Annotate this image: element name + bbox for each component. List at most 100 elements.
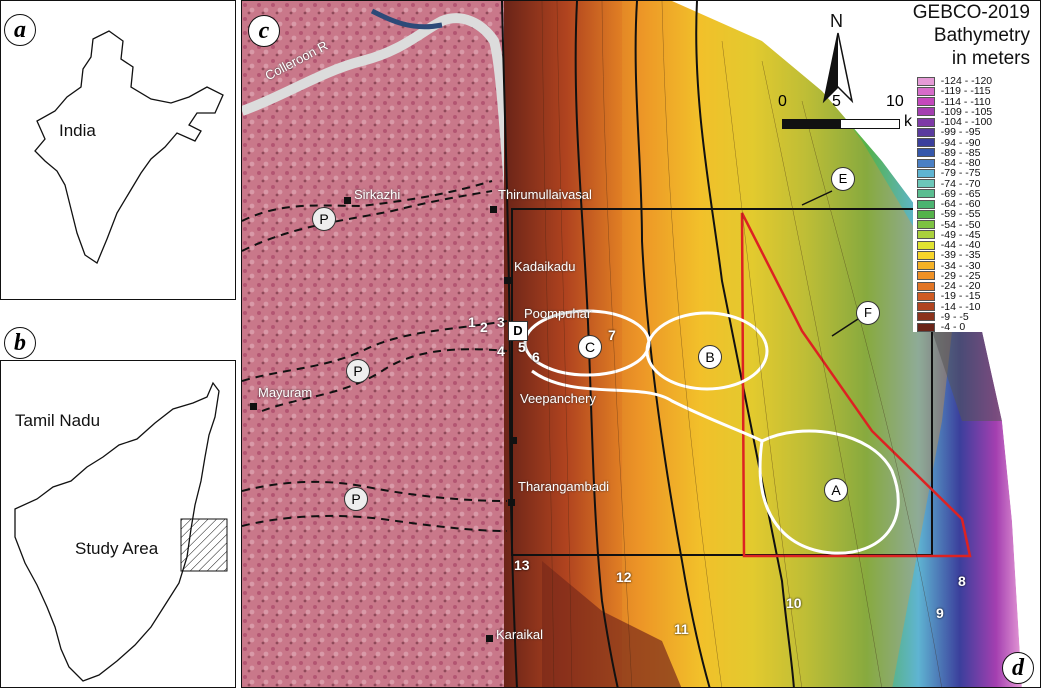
- legend-label: -124 - -120: [940, 75, 993, 88]
- legend-label: -84 - -80: [940, 157, 981, 170]
- panel-letter-d: d: [1002, 652, 1034, 684]
- legend-label: -104 - -100: [940, 116, 993, 129]
- town-sirkazhi: [344, 197, 351, 204]
- paleochannel-marker: P: [346, 359, 370, 383]
- legend-swatch: [916, 107, 935, 117]
- study-area-label: Study Area: [75, 539, 159, 558]
- paleochannel-marker: P: [312, 207, 336, 231]
- zone-label-c: C: [578, 335, 602, 359]
- river-water: [370, 8, 443, 30]
- legend-swatch: [916, 250, 935, 260]
- site-number: 8: [958, 573, 966, 589]
- legend-label: -59 - -55: [940, 208, 981, 221]
- town-label: Thirumullaivasal: [498, 187, 592, 202]
- legend-label: -24 - -20: [940, 280, 981, 293]
- legend-row: -79 - -75: [916, 167, 1034, 180]
- site-number: 9: [936, 605, 944, 621]
- tamil-nadu-outline: [14, 381, 228, 682]
- legend-label: -34 - -30: [940, 259, 981, 272]
- legend-rows: -124 - -120 -119 - -115 -114 - -110 -109 - …: [913, 76, 1034, 332]
- legend-swatch: [916, 117, 935, 127]
- legend-row: -49 - -45: [916, 228, 1034, 241]
- india-label: India: [59, 121, 96, 140]
- legend-swatch: [916, 76, 935, 86]
- legend: GEBCO-2019 Bathymetry in meters -124 - -…: [912, 1, 1034, 332]
- legend-row: -69 - -65: [916, 189, 1034, 199]
- tamil-nadu-label: Tamil Nadu: [15, 411, 101, 430]
- town-label: Tharangambadi: [518, 479, 610, 494]
- town-mayuram: [250, 403, 257, 410]
- zone-label-d: D: [508, 321, 528, 341]
- legend-label: -79 - -75: [940, 167, 981, 180]
- inset-india: India: [0, 0, 236, 300]
- legend-row: -59 - -55: [916, 208, 1034, 221]
- legend-label: -94 - -90: [940, 136, 981, 149]
- legend-swatch: [916, 312, 935, 322]
- legend-label: -39 - -35: [940, 249, 981, 262]
- inset-tamil-nadu: Tamil Nadu Study Area: [0, 360, 236, 688]
- zone-label-b: B: [698, 345, 722, 369]
- town-label: Sirkazhi: [354, 187, 401, 202]
- site-number: 5: [518, 339, 526, 355]
- site-number: 13: [514, 557, 530, 573]
- india-outline: [34, 30, 224, 264]
- zone-b-outline: [645, 311, 769, 391]
- legend-row: -94 - -90: [916, 136, 1034, 149]
- legend-label: -119 - -115: [940, 85, 991, 98]
- legend-label: -44 - -40: [940, 239, 981, 252]
- legend-swatch: [916, 220, 935, 230]
- site-number: 2: [480, 319, 488, 335]
- town-karaikal: [486, 635, 493, 642]
- legend-label: -114 - -110: [940, 95, 991, 108]
- legend-swatch: [916, 322, 935, 332]
- legend-swatch: [916, 127, 935, 137]
- legend-row: -54 - -50: [916, 219, 1034, 230]
- site-number: 4: [497, 343, 505, 359]
- legend-swatch: [916, 209, 935, 219]
- legend-swatch: [916, 230, 935, 240]
- town-thirumullaivasal: [490, 206, 497, 213]
- zone-f-polygon: [740, 212, 972, 558]
- legend-row: -29 - -25: [916, 269, 1034, 282]
- legend-row: -124 - -120: [916, 75, 1034, 88]
- legend-row: -104 - -100: [916, 116, 1034, 129]
- town-tharangambadi: [508, 499, 515, 506]
- panel-letter-a: a: [4, 14, 36, 46]
- zone-label-a: A: [824, 478, 848, 502]
- legend-label: -14 - -10: [940, 300, 981, 313]
- legend-row: -34 - -30: [916, 259, 1034, 272]
- legend-row: -19 - -15: [916, 291, 1034, 302]
- legend-swatch: [916, 148, 935, 158]
- legend-swatch: [916, 168, 935, 178]
- callout-e: E: [831, 167, 855, 191]
- town-label: Karaikal: [496, 627, 543, 642]
- legend-row: -9 - -5: [916, 312, 1034, 322]
- legend-label: -74 - -70: [940, 177, 981, 190]
- legend-swatch: [916, 189, 935, 199]
- site-number: 6: [532, 349, 540, 365]
- legend-label: -49 - -45: [940, 228, 981, 241]
- town-label: Veepanchery: [520, 391, 596, 406]
- legend-swatch: [916, 97, 935, 107]
- legend-title-2: Bathymetry: [933, 25, 1030, 46]
- bathymetry-surface: [504, 1, 1022, 687]
- legend-swatch: [916, 138, 935, 148]
- north-arrow: N: [818, 11, 858, 104]
- legend-label: -109 - -105: [940, 105, 993, 118]
- town-label: Mayuram: [258, 385, 313, 400]
- legend-label: -64 - -60: [940, 198, 981, 211]
- town-label: Poompuhar: [524, 306, 592, 321]
- legend-row: -4 - 0: [916, 322, 1034, 332]
- legend-swatch: [916, 179, 935, 189]
- legend-label: -29 - -25: [940, 269, 981, 282]
- legend-label: -99 - -95: [940, 126, 981, 139]
- legend-row: -114 - -110: [916, 95, 1034, 108]
- legend-row: -109 - -105: [916, 105, 1034, 118]
- site-number: 1: [468, 314, 476, 330]
- site-number: 7: [608, 327, 616, 343]
- legend-row: -24 - -20: [916, 280, 1034, 293]
- site-number: 10: [786, 595, 802, 611]
- legend-swatch: [916, 240, 935, 250]
- legend-row: -89 - -85: [916, 148, 1034, 158]
- study-box: [511, 208, 933, 556]
